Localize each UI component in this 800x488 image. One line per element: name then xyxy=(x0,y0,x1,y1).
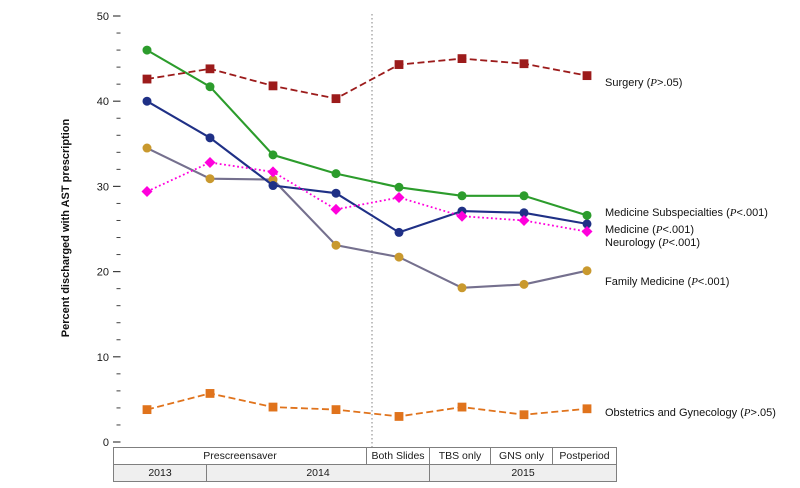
marker-medicine xyxy=(331,188,341,198)
marker-family-medicine xyxy=(582,266,592,276)
marker-obstetrics-and-gynecology xyxy=(142,405,152,415)
marker-medicine-subspecialties xyxy=(268,150,278,160)
y-tick-label: 20 xyxy=(97,267,109,279)
marker-surgery xyxy=(268,81,278,91)
series-label-surgery: Surgery (P>.05) xyxy=(605,77,683,89)
marker-neurology xyxy=(456,210,468,222)
marker-family-medicine xyxy=(331,240,341,250)
marker-family-medicine xyxy=(394,252,404,262)
marker-neurology xyxy=(141,186,153,198)
y-tick-label: 10 xyxy=(97,352,109,364)
marker-medicine xyxy=(394,227,404,237)
year-cell-2015: 2015 xyxy=(511,467,535,479)
marker-medicine-subspecialties xyxy=(394,182,404,192)
marker-family-medicine xyxy=(205,174,215,184)
series-line-obstetrics-and-gynecology xyxy=(146,392,588,418)
marker-obstetrics-and-gynecology xyxy=(268,402,278,412)
year-cell-2013: 2013 xyxy=(114,465,207,481)
marker-obstetrics-and-gynecology xyxy=(394,412,404,421)
marker-obstetrics-and-gynecology xyxy=(205,389,215,398)
marker-neurology xyxy=(518,214,530,226)
series-line-family-medicine xyxy=(146,147,588,289)
series-label-medicine: Medicine (P<.001) xyxy=(605,224,694,236)
period-cell-both-slides: Both Slides xyxy=(367,448,430,464)
marker-surgery xyxy=(457,54,467,63)
marker-medicine-subspecialties xyxy=(519,191,529,201)
marker-medicine xyxy=(268,181,278,191)
marker-surgery xyxy=(205,64,215,74)
x-axis-period-row: Prescreensaver Both Slides TBS only GNS … xyxy=(114,448,616,464)
series-label-medicine-subspecialties: Medicine Subspecialties (P<.001) xyxy=(605,207,768,219)
series-label-neurology: Neurology (P<.001) xyxy=(605,237,701,249)
marker-medicine xyxy=(582,219,592,229)
period-cell-prescreensaver: Prescreensaver xyxy=(114,448,367,464)
marker-surgery xyxy=(394,60,404,69)
marker-medicine-subspecialties xyxy=(457,191,467,201)
series-line-medicine xyxy=(146,100,588,234)
series-line-surgery xyxy=(146,57,588,100)
marker-surgery xyxy=(142,74,152,84)
period-cell-gns-only: GNS only xyxy=(491,448,553,464)
series-line-neurology xyxy=(146,161,588,233)
marker-obstetrics-and-gynecology xyxy=(331,405,341,415)
year-cell-2014: 2014 xyxy=(207,465,430,481)
y-tick-label: 50 xyxy=(97,11,109,23)
marker-obstetrics-and-gynecology xyxy=(457,402,467,412)
marker-surgery xyxy=(582,71,592,81)
marker-obstetrics-and-gynecology xyxy=(582,404,592,414)
marker-neurology xyxy=(267,166,279,178)
marker-medicine-subspecialties xyxy=(205,82,215,92)
series-label-obstetrics-gynecology: Obstetrics and Gynecology (P>.05) xyxy=(605,407,776,419)
marker-family-medicine xyxy=(519,279,529,289)
marker-medicine xyxy=(142,96,152,106)
period-cell-tbs-only: TBS only xyxy=(430,448,491,464)
marker-neurology xyxy=(393,191,405,203)
series-label-family-medicine: Family Medicine (P<.001) xyxy=(605,276,730,288)
x-axis-table: Prescreensaver Both Slides TBS only GNS … xyxy=(113,447,617,482)
series-line-medicine-subspecialties xyxy=(146,49,588,217)
marker-medicine-subspecialties xyxy=(582,210,592,220)
y-tick-label: 0 xyxy=(103,437,109,449)
period-cell-postperiod: Postperiod xyxy=(559,450,610,462)
y-tick-label: 40 xyxy=(97,96,109,108)
marker-neurology xyxy=(581,226,593,238)
marker-medicine-subspecialties xyxy=(142,45,152,55)
marker-medicine xyxy=(519,208,529,218)
y-tick-label: 30 xyxy=(97,181,109,193)
x-axis-year-row: 2013 2014 2015 xyxy=(114,464,616,481)
marker-neurology xyxy=(330,203,342,215)
marker-medicine xyxy=(205,133,215,143)
marker-medicine-subspecialties xyxy=(331,169,341,179)
marker-family-medicine xyxy=(457,283,467,293)
marker-family-medicine xyxy=(142,143,152,153)
marker-obstetrics-and-gynecology xyxy=(519,410,529,420)
marker-surgery xyxy=(331,94,341,104)
marker-surgery xyxy=(519,59,529,69)
marker-neurology xyxy=(204,157,216,169)
